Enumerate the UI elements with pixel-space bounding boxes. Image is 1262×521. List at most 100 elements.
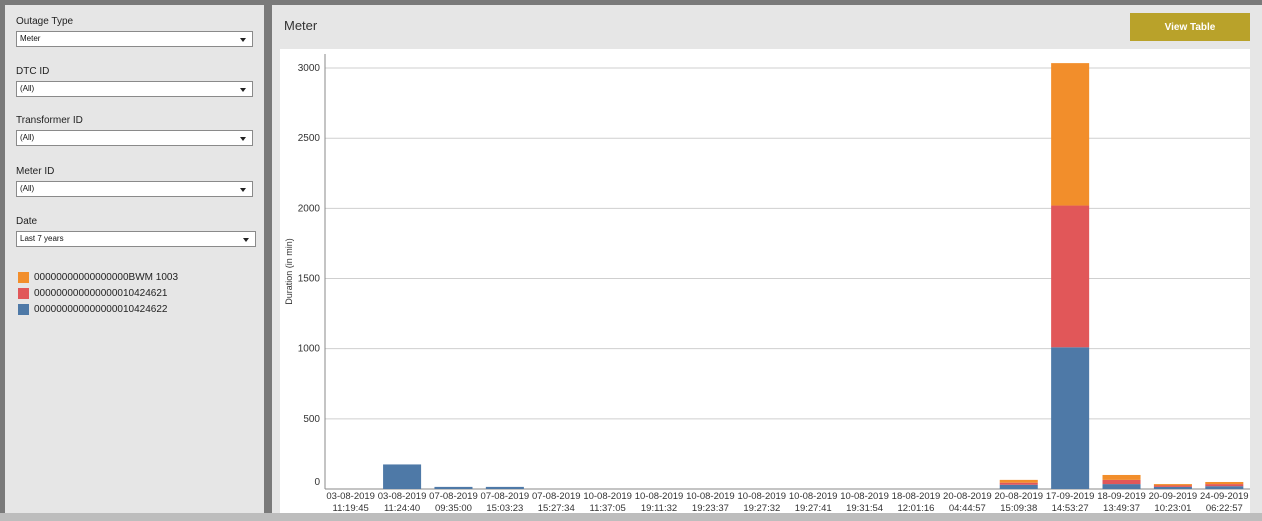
outage-type-select[interactable]: Meter — [16, 31, 253, 47]
date-select[interactable]: Last 7 years — [16, 231, 256, 247]
bar-segment — [485, 486, 524, 489]
x-tick-label-time: 19:11:32 — [641, 503, 677, 513]
x-tick-label-date: 20-09-2019 — [1149, 491, 1198, 502]
bar-segment — [1205, 481, 1244, 485]
x-tick-label-date: 10-08-2019 — [738, 491, 787, 502]
bar-segment — [999, 484, 1038, 489]
meter-id-label: Meter ID — [16, 166, 55, 177]
y-tick-label: 0 — [314, 477, 320, 488]
x-tick-label-time: 14:53:27 — [1052, 503, 1089, 513]
y-tick-label: 2000 — [298, 203, 321, 214]
dtc-id-filter: DTC ID (All) — [16, 66, 253, 97]
legend-swatch — [18, 303, 29, 315]
chevron-down-icon — [240, 137, 246, 141]
chart-legend: 00000000000000000BWM 1003 00000000000000… — [18, 269, 178, 317]
x-tick-label-time: 15:03:23 — [486, 503, 523, 513]
transformer-id-value: (All) — [20, 133, 35, 142]
x-tick-label-time: 19:27:32 — [743, 503, 780, 513]
dtc-id-select[interactable]: (All) — [16, 81, 253, 97]
x-tick-label-date: 10-08-2019 — [840, 491, 889, 502]
bar-segment — [1153, 485, 1192, 487]
date-label: Date — [16, 216, 38, 227]
legend-item[interactable]: 000000000000000010424622 — [18, 301, 178, 317]
meter-id-filter: Meter ID (All) — [16, 166, 253, 197]
x-tick-label-time: 15:27:34 — [538, 503, 575, 513]
view-table-button[interactable]: View Table — [1130, 13, 1250, 41]
dtc-id-label: DTC ID — [16, 66, 50, 77]
y-tick-label: 1500 — [298, 274, 321, 285]
bar-segment — [434, 486, 473, 489]
bar-segment — [383, 464, 422, 489]
y-axis-label: Duration (in min) — [284, 238, 294, 305]
x-tick-label-time: 19:27:41 — [795, 503, 832, 513]
bar-segment — [1102, 484, 1141, 489]
legend-label: 000000000000000010424621 — [34, 287, 168, 299]
x-tick-label-time: 09:35:00 — [435, 503, 472, 513]
x-tick-label-date: 18-09-2019 — [1097, 491, 1146, 502]
x-tick-label-date: 10-08-2019 — [789, 491, 838, 502]
x-tick-label-time: 12:01:16 — [897, 503, 934, 513]
bar-segment — [1153, 486, 1192, 489]
x-tick-label-time: 11:24:40 — [384, 503, 420, 513]
x-tick-label-time: 19:23:37 — [692, 503, 729, 513]
meter-id-value: (All) — [20, 184, 35, 193]
chevron-down-icon — [240, 88, 246, 92]
bar-segment — [999, 482, 1038, 485]
legend-item[interactable]: 00000000000000000BWM 1003 — [18, 269, 178, 285]
x-tick-label-date: 10-08-2019 — [686, 491, 735, 502]
x-tick-label-time: 13:49:37 — [1103, 503, 1140, 513]
page-title: Meter — [284, 18, 318, 33]
filter-sidebar: Outage Type Meter DTC ID (All) Transform… — [5, 5, 264, 513]
bar-segment — [1205, 484, 1244, 487]
x-tick-label-date: 10-08-2019 — [635, 491, 684, 502]
x-tick-label-date: 18-08-2019 — [892, 491, 941, 502]
meter-id-select[interactable]: (All) — [16, 181, 253, 197]
bar-segment — [1051, 347, 1090, 489]
outage-type-label: Outage Type — [16, 16, 74, 27]
y-tick-label: 3000 — [298, 63, 321, 74]
x-tick-label-time: 19:31:54 — [846, 503, 883, 513]
bar-segment — [1051, 63, 1090, 206]
x-tick-label-date: 10-08-2019 — [583, 491, 632, 502]
date-filter: Date Last 7 years — [16, 216, 256, 247]
transformer-id-select[interactable]: (All) — [16, 130, 253, 146]
bar-segment — [1102, 474, 1141, 480]
bar-segment — [1153, 484, 1192, 486]
x-tick-label-date: 20-08-2019 — [994, 491, 1043, 502]
date-value: Last 7 years — [20, 234, 64, 243]
y-tick-label: 2500 — [298, 133, 321, 144]
x-tick-label-date: 03-08-2019 — [326, 491, 375, 502]
transformer-id-label: Transformer ID — [16, 115, 83, 126]
legend-swatch — [18, 287, 29, 299]
x-tick-label-time: 15:09:38 — [1000, 503, 1037, 513]
legend-item[interactable]: 000000000000000010424621 — [18, 285, 178, 301]
x-tick-label-date: 07-08-2019 — [481, 491, 530, 502]
chevron-down-icon — [243, 238, 249, 242]
chevron-down-icon — [240, 188, 246, 192]
x-tick-label-date: 24-09-2019 — [1200, 491, 1249, 502]
bottom-scrollbar[interactable] — [0, 513, 1262, 521]
x-tick-label-time: 11:19:45 — [333, 503, 369, 513]
x-tick-label-time: 06:22:57 — [1206, 503, 1243, 513]
x-tick-label-date: 03-08-2019 — [378, 491, 427, 502]
chevron-down-icon — [240, 38, 246, 42]
x-tick-label-time: 11:37:05 — [589, 503, 625, 513]
bar-segment — [1205, 486, 1244, 489]
dtc-id-value: (All) — [20, 84, 35, 93]
bar-segment — [1102, 479, 1141, 485]
bar-segment — [1051, 205, 1090, 348]
legend-swatch — [18, 271, 29, 283]
x-tick-label-date: 17-09-2019 — [1046, 491, 1095, 502]
x-tick-label-date: 07-08-2019 — [532, 491, 581, 502]
x-tick-label-date: 07-08-2019 — [429, 491, 478, 502]
x-tick-label-time: 10:23:01 — [1154, 503, 1191, 513]
bar-segment — [999, 479, 1038, 483]
outage-type-filter: Outage Type Meter — [16, 16, 253, 47]
stacked-bar-chart: 0 500 1000 1500 2000 2500 3000 Duration (in min… — [284, 54, 1250, 514]
x-tick-label-time: 04:44:57 — [949, 503, 986, 513]
y-tick-label: 1000 — [298, 344, 321, 355]
legend-label: 00000000000000000BWM 1003 — [34, 271, 179, 283]
y-tick-label: 500 — [303, 414, 320, 425]
x-tick-label-date: 20-08-2019 — [943, 491, 992, 502]
transformer-id-filter: Transformer ID (All) — [16, 115, 253, 146]
